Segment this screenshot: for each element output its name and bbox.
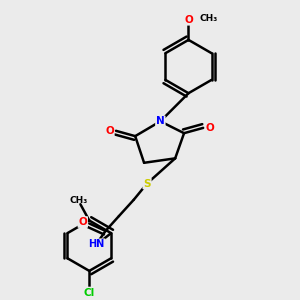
Text: O: O <box>78 217 87 227</box>
Text: S: S <box>143 178 151 188</box>
Text: O: O <box>105 126 114 136</box>
Text: Cl: Cl <box>84 287 95 298</box>
Text: CH₃: CH₃ <box>200 14 218 23</box>
Text: HN: HN <box>88 239 105 249</box>
Text: O: O <box>206 123 214 133</box>
Text: N: N <box>156 116 165 126</box>
Text: O: O <box>184 15 193 25</box>
Text: CH₃: CH₃ <box>70 196 88 205</box>
